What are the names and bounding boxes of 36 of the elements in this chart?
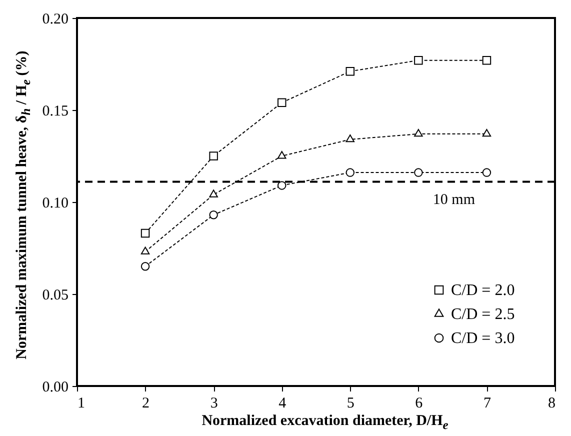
point	[277, 151, 286, 159]
point	[346, 134, 355, 142]
legend-label: C/D = 2.5	[451, 306, 515, 323]
x-tick-label: 2	[142, 396, 150, 412]
y-tick-label: 0.20	[42, 12, 68, 28]
y-tick-label: 0.00	[42, 380, 68, 396]
legend-label: C/D = 3.0	[451, 330, 515, 347]
x-tick-label: 3	[210, 396, 218, 412]
point	[414, 168, 423, 177]
x-tick-label: 4	[278, 396, 287, 412]
point	[414, 128, 423, 137]
legend-label: C/D = 2.0	[451, 282, 515, 299]
point	[209, 152, 218, 160]
point	[140, 262, 150, 271]
point	[482, 56, 492, 65]
point	[346, 168, 355, 177]
x-tick-label: 1	[78, 396, 85, 412]
x-axis-title: Normalized excavation diameter, D/H$_{e}$	[202, 413, 448, 433]
x-tick-label: 7	[483, 396, 492, 412]
y-tick-label: 0.10	[42, 196, 68, 212]
point	[209, 210, 218, 220]
y-tick-label: 0.15	[42, 104, 68, 120]
x-tick-label: 6	[415, 396, 424, 412]
x-tick-label: 5	[346, 396, 354, 412]
point	[346, 66, 355, 76]
point	[482, 168, 492, 177]
point	[482, 128, 492, 137]
ref-line-label: 10 mm	[432, 192, 476, 208]
point	[140, 246, 150, 254]
point	[140, 228, 150, 238]
y-tick-label: 0.05	[42, 288, 68, 304]
point	[277, 181, 286, 190]
point	[277, 98, 286, 108]
x-tick-label: 8	[548, 396, 556, 412]
point	[414, 56, 423, 65]
point	[209, 190, 218, 198]
